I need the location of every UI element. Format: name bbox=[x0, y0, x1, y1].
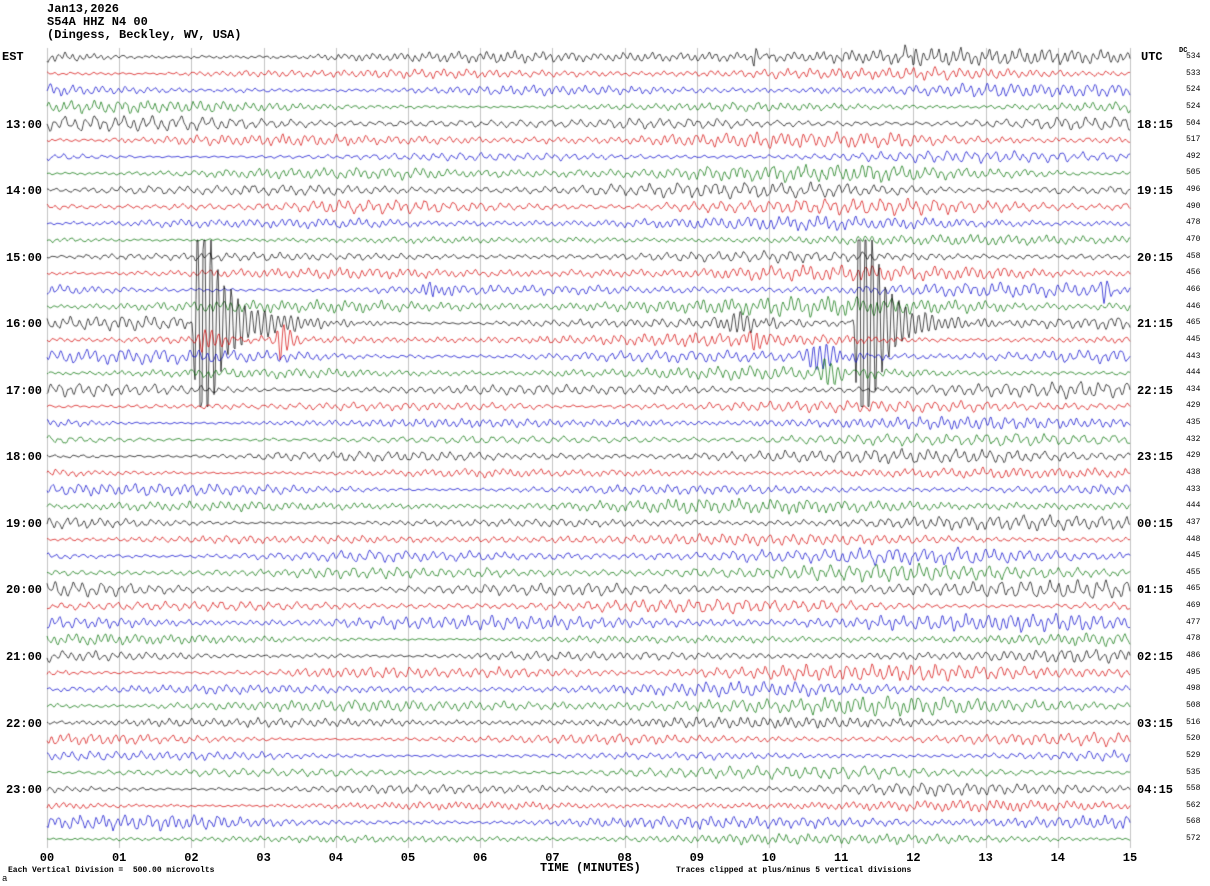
dc-offset-value: 448 bbox=[1186, 534, 1201, 544]
dc-offset-value: 524 bbox=[1186, 101, 1201, 111]
clipping-note: Traces clipped at plus/minus 5 vertical … bbox=[676, 866, 912, 875]
x-tick-label: 11 bbox=[833, 851, 849, 865]
x-tick-label: 04 bbox=[328, 851, 343, 865]
est-time-label: 13:00 bbox=[5, 117, 42, 132]
dc-offset-value: 516 bbox=[1186, 717, 1201, 727]
dc-offset-value: 470 bbox=[1186, 235, 1201, 245]
dc-offset-value: 517 bbox=[1186, 135, 1201, 145]
utc-time-label: 02:15 bbox=[1137, 650, 1174, 665]
x-tick-label: 14 bbox=[1050, 851, 1065, 865]
dc-offset-value: 533 bbox=[1186, 68, 1201, 78]
x-tick-label: 05 bbox=[400, 851, 416, 865]
dc-offset-value: 486 bbox=[1186, 651, 1201, 661]
x-axis-title: TIME (MINUTES) bbox=[540, 861, 641, 875]
dc-offset-value: 429 bbox=[1186, 451, 1201, 461]
dc-offset-value: 429 bbox=[1186, 401, 1201, 411]
dc-offset-value: 432 bbox=[1186, 434, 1201, 444]
utc-time-label: 18:15 bbox=[1137, 117, 1174, 132]
utc-time-label: 20:15 bbox=[1137, 250, 1174, 265]
dc-offset-column-label: DC bbox=[1179, 47, 1188, 55]
dc-offset-value: 433 bbox=[1186, 484, 1201, 494]
dc-offset-value: 444 bbox=[1186, 368, 1201, 378]
x-tick-label: 13 bbox=[978, 851, 993, 865]
utc-time-label: 00:15 bbox=[1137, 516, 1174, 531]
dc-offset-value: 524 bbox=[1186, 85, 1201, 95]
utc-time-label: 01:15 bbox=[1137, 583, 1174, 598]
dc-offset-value: 444 bbox=[1186, 501, 1201, 511]
est-time-label: 14:00 bbox=[5, 184, 42, 199]
dc-offset-value: 435 bbox=[1186, 418, 1201, 428]
utc-time-label: 19:15 bbox=[1137, 184, 1174, 199]
est-time-label: 19:00 bbox=[5, 516, 42, 531]
dc-offset-value: 458 bbox=[1186, 251, 1201, 261]
dc-offset-value: 469 bbox=[1186, 601, 1201, 611]
header-station-code: S54A HHZ N4 00 bbox=[47, 15, 148, 29]
dc-offset-value: 505 bbox=[1186, 168, 1201, 178]
dc-offset-value: 443 bbox=[1186, 351, 1201, 361]
x-tick-label: 03 bbox=[256, 851, 271, 865]
right-axis-title-utc: UTC bbox=[1141, 50, 1163, 64]
dc-offset-value: 456 bbox=[1186, 268, 1201, 278]
est-time-label: 15:00 bbox=[5, 250, 42, 265]
dc-offset-value: 490 bbox=[1186, 201, 1201, 211]
est-time-label: 22:00 bbox=[5, 716, 42, 731]
dc-offset-value: 477 bbox=[1186, 617, 1201, 627]
dc-offset-value: 495 bbox=[1186, 667, 1201, 677]
dc-offset-value: 465 bbox=[1186, 584, 1201, 594]
dc-offset-value: 434 bbox=[1186, 384, 1201, 394]
dc-offset-value: 438 bbox=[1186, 468, 1201, 477]
dc-offset-value: 445 bbox=[1186, 551, 1201, 561]
corner-mark: a bbox=[2, 874, 8, 884]
utc-time-label: 03:15 bbox=[1137, 716, 1174, 731]
dc-offset-value: 445 bbox=[1186, 334, 1201, 344]
dc-offset-value: 446 bbox=[1186, 301, 1201, 311]
est-time-label: 23:00 bbox=[5, 783, 42, 798]
x-tick-label: 00 bbox=[39, 851, 55, 865]
x-tick-label: 15 bbox=[1122, 851, 1138, 865]
est-time-label: 20:00 bbox=[5, 583, 42, 598]
x-tick-label: 10 bbox=[761, 851, 777, 865]
dc-offset-value: 520 bbox=[1186, 734, 1201, 744]
x-tick-label: 08 bbox=[617, 851, 632, 865]
left-axis-title-est: EST bbox=[2, 50, 24, 64]
dc-offset-value: 478 bbox=[1186, 218, 1201, 228]
dc-offset-value: 478 bbox=[1186, 634, 1201, 644]
dc-offset-value: 535 bbox=[1186, 767, 1201, 777]
dc-offset-value: 466 bbox=[1186, 284, 1201, 294]
utc-time-label: 04:15 bbox=[1137, 783, 1174, 798]
est-time-label: 18:00 bbox=[5, 450, 42, 465]
x-tick-label: 09 bbox=[689, 851, 704, 865]
dc-offset-value: 572 bbox=[1186, 834, 1201, 844]
utc-time-label: 21:15 bbox=[1137, 317, 1174, 332]
x-tick-label: 01 bbox=[111, 851, 127, 865]
dc-offset-value: 437 bbox=[1186, 517, 1201, 527]
dc-offset-value: 455 bbox=[1186, 567, 1201, 577]
x-tick-label: 02 bbox=[184, 851, 199, 865]
dc-offset-value: 465 bbox=[1186, 318, 1201, 328]
header-station-location: (Dingess, Beckley, WV, USA) bbox=[47, 28, 242, 42]
dc-offset-value: 508 bbox=[1186, 700, 1201, 710]
utc-time-label: 22:15 bbox=[1137, 383, 1174, 398]
dc-offset-value: 496 bbox=[1186, 185, 1201, 195]
dc-offset-value: 562 bbox=[1186, 800, 1201, 810]
x-tick-label: 06 bbox=[472, 851, 488, 865]
dc-offset-value: 568 bbox=[1186, 817, 1201, 827]
header-date: Jan13,2026 bbox=[47, 2, 120, 16]
est-time-label: 16:00 bbox=[5, 317, 42, 332]
dc-offset-value: 492 bbox=[1186, 151, 1201, 161]
dc-offset-value: 504 bbox=[1186, 118, 1201, 128]
dc-offset-value: 558 bbox=[1186, 784, 1201, 794]
x-tick-label: 07 bbox=[545, 851, 560, 865]
est-time-label: 17:00 bbox=[5, 383, 42, 398]
dc-offset-value: 529 bbox=[1186, 750, 1201, 760]
x-tick-label: 12 bbox=[906, 851, 921, 865]
utc-time-label: 23:15 bbox=[1137, 450, 1174, 465]
est-time-label: 21:00 bbox=[5, 650, 42, 665]
dc-offset-value: 498 bbox=[1186, 684, 1201, 694]
scale-note: Each Vertical Division = 500.00 microvol… bbox=[8, 866, 215, 875]
dc-offset-value: 534 bbox=[1186, 52, 1201, 61]
